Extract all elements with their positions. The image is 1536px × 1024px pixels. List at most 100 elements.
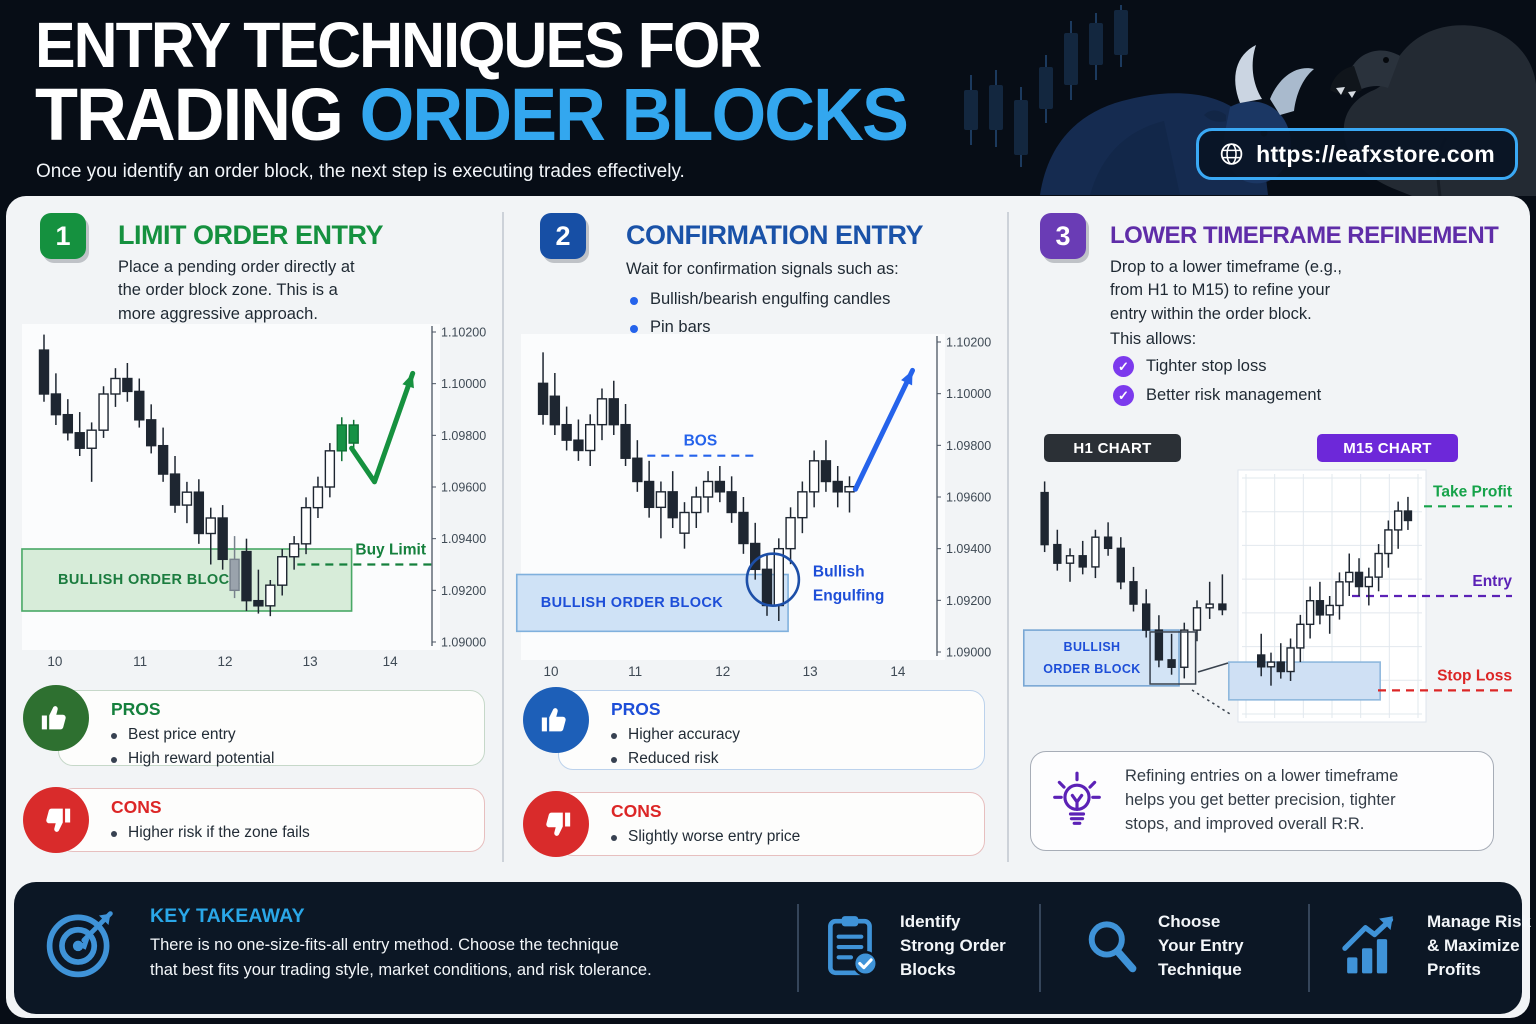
section-intro-2: Wait for confirmation signals such as: xyxy=(626,260,899,278)
svg-text:10: 10 xyxy=(47,654,62,669)
svg-text:Buy Limit: Buy Limit xyxy=(355,542,426,559)
check-icon xyxy=(1113,385,1134,406)
svg-text:12: 12 xyxy=(715,664,730,679)
section-title-2: CONFIRMATION ENTRY xyxy=(626,220,923,250)
footer-item-label: Choose Your Entry Technique xyxy=(1158,912,1244,980)
footer-background xyxy=(14,882,1522,1014)
pros-box-2: PROS Higher accuracy Reduced risk xyxy=(558,690,985,770)
magnifier-icon xyxy=(1088,921,1137,973)
svg-text:1.09600: 1.09600 xyxy=(441,481,486,495)
h1-chart-badge: H1 CHART xyxy=(1044,434,1181,462)
section-description-1: Place a pending order directly at the or… xyxy=(118,258,355,323)
footer-item-label: Manage Risk & Maximize Profits xyxy=(1427,912,1531,980)
check-icon xyxy=(1113,356,1134,377)
pros-box-1: PROS Best price entry High reward potent… xyxy=(58,690,485,768)
tip-text: Refining entries on a lower timeframe he… xyxy=(1125,767,1399,833)
svg-text:1.10200: 1.10200 xyxy=(441,326,486,340)
column-divider-2 xyxy=(1007,212,1009,862)
svg-text:Entry: Entry xyxy=(1472,573,1512,590)
thumbs-up-icon xyxy=(523,687,589,753)
svg-text:13: 13 xyxy=(303,654,318,669)
svg-text:1.09200: 1.09200 xyxy=(946,594,991,608)
pros-item: Reduced risk xyxy=(611,750,968,768)
svg-text:1.09200: 1.09200 xyxy=(441,584,486,598)
svg-text:14: 14 xyxy=(383,654,399,669)
benefit-checklist: Tighter stop loss Better risk management xyxy=(1113,356,1453,414)
svg-text:13: 13 xyxy=(803,664,818,679)
svg-text:BULLISH ORDER BLOCK: BULLISH ORDER BLOCK xyxy=(58,572,241,588)
svg-text:12: 12 xyxy=(217,654,232,669)
cons-item: Slightly worse entry price xyxy=(611,828,968,846)
svg-text:Stop Loss: Stop Loss xyxy=(1437,667,1512,684)
check-item: Tighter stop loss xyxy=(1113,356,1453,377)
clipboard-check-icon xyxy=(828,916,879,977)
globe-icon xyxy=(1220,143,1243,165)
section-title-3: LOWER TIMEFRAME REFINEMENT xyxy=(1110,222,1499,249)
website-url-badge[interactable]: https://eafxstore.com xyxy=(1196,128,1518,180)
svg-text:Take Profit: Take Profit xyxy=(1433,483,1512,500)
title-order-blocks: ORDER BLOCKS xyxy=(341,73,909,156)
svg-text:1.09600: 1.09600 xyxy=(946,491,991,505)
section-description-3: Drop to a lower timeframe (e.g., from H1… xyxy=(1110,258,1342,323)
website-url: https://eafxstore.com xyxy=(1256,140,1495,167)
svg-text:1.09400: 1.09400 xyxy=(441,532,486,546)
pros-heading-1: PROS xyxy=(111,699,161,719)
svg-text:11: 11 xyxy=(133,654,147,669)
svg-text:1.09000: 1.09000 xyxy=(946,646,991,660)
lower-timeframe-charts: Take Profit Entry Stop Loss BULLISH ORDER BL… xyxy=(1022,469,1512,723)
svg-text:14: 14 xyxy=(890,664,906,679)
section-title-1: LIMIT ORDER ENTRY xyxy=(118,220,384,250)
growth-chart-icon xyxy=(1342,916,1394,974)
svg-text:1.10000: 1.10000 xyxy=(946,387,991,401)
signal-bullet: Bullish/bearish engulfing candles xyxy=(630,290,970,309)
footer-divider xyxy=(1039,904,1041,992)
svg-text:1.09400: 1.09400 xyxy=(946,542,991,556)
thumbs-down-icon xyxy=(523,791,589,857)
pros-item: Best price entry xyxy=(111,726,468,744)
allows-label: This allows: xyxy=(1110,330,1197,348)
step-number-badge-1: 1 xyxy=(40,213,86,259)
svg-text:Engulfing: Engulfing xyxy=(813,588,884,605)
svg-text:1.09800: 1.09800 xyxy=(441,429,486,443)
svg-text:1.09800: 1.09800 xyxy=(946,439,991,453)
svg-text:BOS: BOS xyxy=(684,433,718,450)
tip-box: Refining entries on a lower timeframe he… xyxy=(1030,751,1494,851)
svg-text:BULLISH ORDER BLOCK: BULLISH ORDER BLOCK xyxy=(541,595,724,611)
pros-item: High reward potential xyxy=(111,750,468,768)
title-trading: TRADING xyxy=(35,73,344,156)
svg-text:1.10000: 1.10000 xyxy=(441,377,486,391)
footer-item-label: Identify Strong Order Blocks xyxy=(900,912,1006,980)
step-number-badge-3: 3 xyxy=(1040,213,1086,259)
signal-bullet: Pin bars xyxy=(630,318,970,337)
page-title-line1: ENTRY TECHNIQUES FOR xyxy=(35,9,762,81)
svg-text:ORDER BLOCK: ORDER BLOCK xyxy=(1043,662,1140,676)
header-candles-decoration xyxy=(964,5,1128,167)
column-divider-1 xyxy=(502,212,504,862)
svg-text:11: 11 xyxy=(628,664,642,679)
cons-item: Higher risk if the zone fails xyxy=(111,824,468,842)
target-arrow-icon xyxy=(46,911,113,978)
step-number-badge-2: 2 xyxy=(540,213,586,259)
pros-heading-2: PROS xyxy=(611,699,661,719)
limit-order-entry-chart: BULLISH ORDER BLOCK Buy Limit 1.10200 1.100… xyxy=(21,324,486,669)
footer-divider xyxy=(797,904,799,992)
svg-text:Bullish: Bullish xyxy=(813,564,865,581)
cons-box-1: CONS Higher risk if the zone fails xyxy=(58,788,485,852)
confirmation-entry-chart: BULLISH ORDER BLOCK BOS Bullish Engulfing 1.… xyxy=(515,334,991,679)
thumbs-up-icon xyxy=(23,685,89,751)
svg-text:10: 10 xyxy=(544,664,559,679)
page-title-line2: TRADING ORDER BLOCKS xyxy=(35,72,909,157)
key-takeaway-heading: KEY TAKEAWAY xyxy=(150,905,305,927)
thumbs-down-icon xyxy=(23,787,89,853)
pros-item: Higher accuracy xyxy=(611,726,968,744)
m15-chart-badge: M15 CHART xyxy=(1317,434,1458,462)
footer-divider xyxy=(1308,904,1310,992)
svg-text:BULLISH: BULLISH xyxy=(1064,640,1121,654)
header-subtitle: Once you identify an order block, the ne… xyxy=(36,161,685,182)
svg-text:1.10200: 1.10200 xyxy=(946,336,991,350)
key-takeaway-text: There is no one-size-fits-all entry meth… xyxy=(150,936,652,979)
svg-text:1.09000: 1.09000 xyxy=(441,636,486,650)
cons-box-2: CONS Slightly worse entry price xyxy=(558,792,985,856)
cons-heading-2: CONS xyxy=(611,801,662,821)
